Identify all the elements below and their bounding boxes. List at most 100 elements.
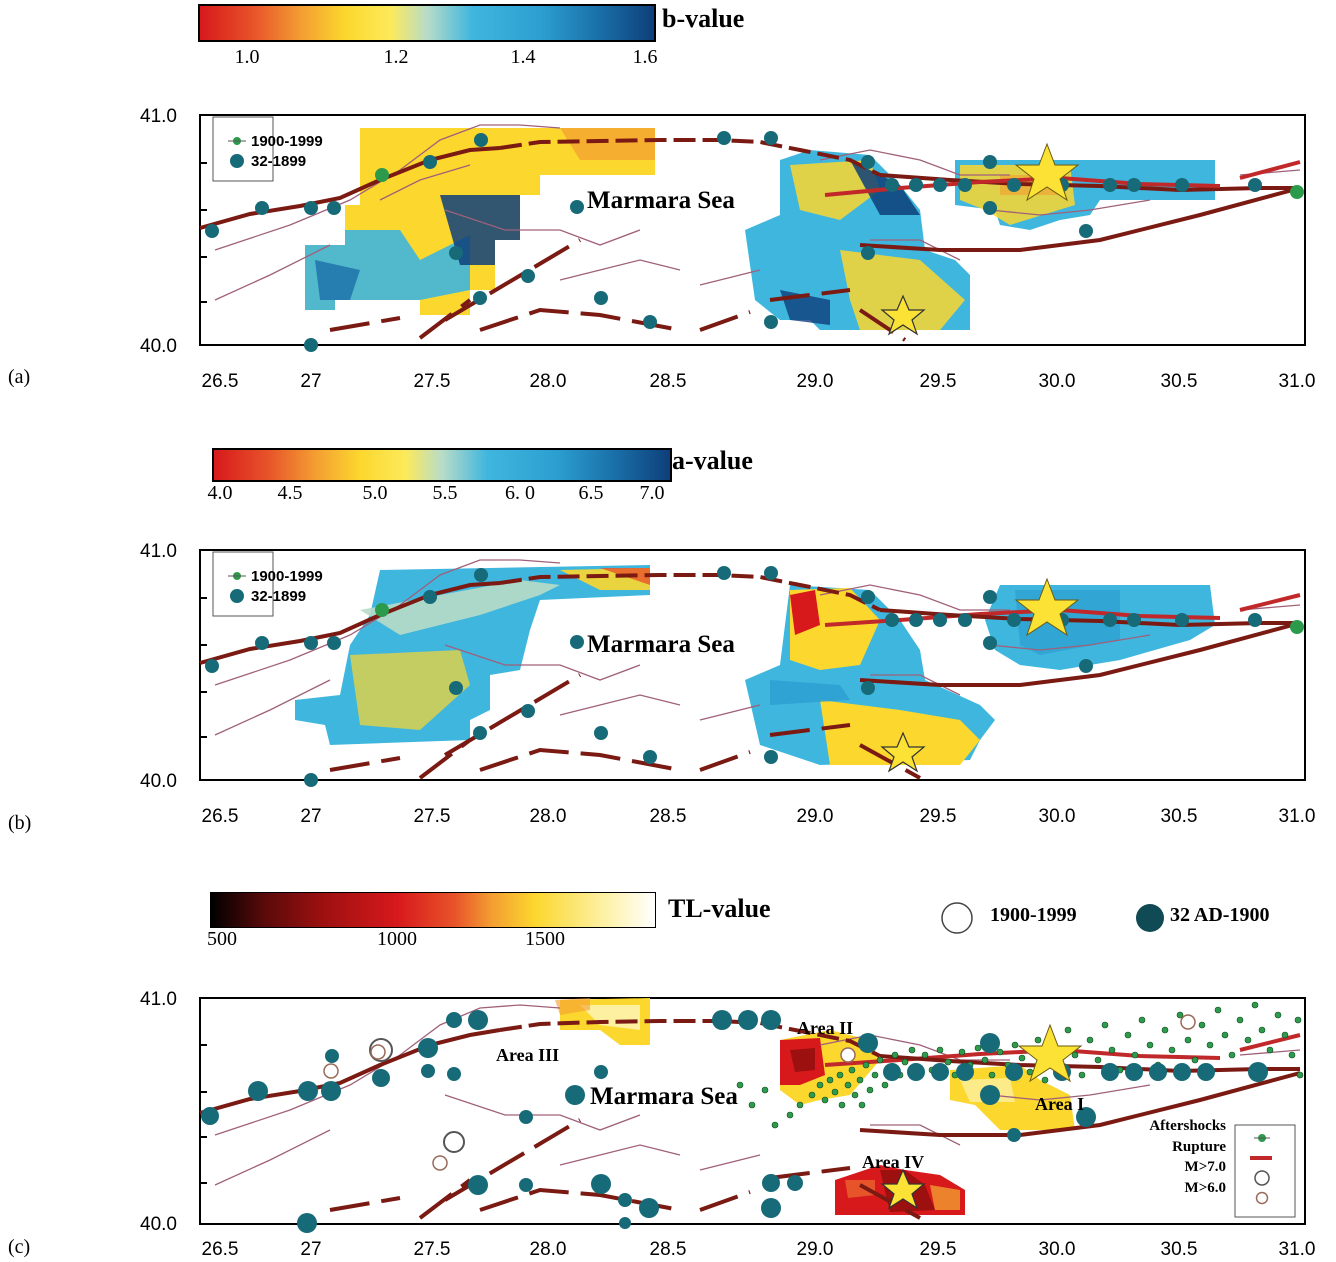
x-tick-label: 30.5 [1161, 371, 1198, 392]
x-tick-label: 28.0 [530, 1239, 567, 1260]
colorbar-tl-value [210, 892, 656, 928]
x-tick-labels: 26.5 27 27.5 28.0 28.5 29.0 29.5 30.0 30… [202, 806, 1316, 827]
earthquakes-historical [205, 566, 1262, 787]
legend-box [212, 551, 274, 617]
area-label: Area I [1035, 1094, 1084, 1114]
colorbar-tick: 500 [207, 928, 237, 950]
colorbar-ticks: 4.0 4.5 5.0 5.5 6. 0 6.5 7.0 [0, 482, 1336, 508]
x-tick-label: 27.5 [414, 806, 451, 827]
x-tick-label: 27.5 [414, 1239, 451, 1260]
colorbar-a-value [212, 448, 672, 482]
legend-label: Aftershocks [1149, 1118, 1226, 1134]
colorbar-tick: 1.6 [632, 46, 658, 68]
area-label: Area IV [862, 1152, 924, 1172]
epicenter-star-south [880, 1168, 926, 1210]
fault-southern-strands [329, 238, 907, 342]
x-tick-label: 28.5 [650, 1239, 687, 1260]
sea-label: Marmara Sea [590, 1083, 738, 1110]
x-tick-label: 26.5 [202, 806, 239, 827]
legend-label: 32-1899 [251, 153, 306, 170]
x-tick-label: 29.5 [920, 371, 957, 392]
top-legend-label: 32 AD-1900 [1170, 904, 1270, 926]
coastline [214, 1004, 1301, 1186]
legend-symbol-old [1136, 904, 1164, 932]
x-tick-label: 28.5 [650, 371, 687, 392]
legend-box [212, 116, 274, 182]
x-tick-label: 26.5 [202, 371, 239, 392]
legend-label: Rupture [1172, 1139, 1226, 1155]
x-tick-label: 26.5 [202, 1239, 239, 1260]
top-legend-label: 1900-1999 [990, 904, 1077, 926]
colorbar-tick: 4.0 [207, 482, 233, 504]
colorbar-tick: 1.0 [234, 46, 260, 68]
x-tick-label: 28.0 [530, 371, 567, 392]
y-tick-label: 41.0 [140, 106, 177, 127]
x-tick-label: 30.0 [1039, 1239, 1076, 1260]
legend-label: 1900-1999 [251, 568, 323, 585]
x-tick-label: 28.5 [650, 806, 687, 827]
colorbar-b-value [198, 4, 656, 42]
legend-label: 1900-1999 [251, 133, 323, 150]
legend-symbol-m6 [1255, 1191, 1269, 1205]
colorbar-title: b-value [662, 4, 745, 33]
x-tick-label: 27 [300, 371, 321, 392]
panel-letter: (a) [8, 366, 31, 388]
fault-south [859, 1071, 1301, 1137]
earthquakes-20th-century [375, 168, 1304, 199]
colorbar-tick: 4.5 [277, 482, 303, 504]
colorbar-tick: 1000 [377, 928, 417, 950]
x-tick-label: 29.0 [797, 1239, 834, 1260]
y-tick-label: 40.0 [140, 1214, 177, 1235]
legend-symbol-m7 [1254, 1170, 1270, 1186]
legend-label: M>6.0 [1185, 1180, 1226, 1196]
x-tick-label: 29.0 [797, 371, 834, 392]
legend-label: M>7.0 [1185, 1159, 1226, 1175]
colorbar-title: a-value [672, 446, 753, 475]
colorbar-tick: 5.5 [432, 482, 458, 504]
colorbar-tick: 1.4 [510, 46, 536, 68]
top-legend-symbols [941, 902, 1164, 934]
fault-south [859, 621, 1301, 687]
x-tick-label: 27.5 [414, 371, 451, 392]
sea-label: Marmara Sea [587, 187, 735, 214]
panel-letter: (c) [8, 1236, 31, 1258]
map-a: 1900-1999 32-1899 Marmara Sea 41.0 40.0 … [140, 106, 1316, 392]
colorbar-title: TL-value [668, 894, 771, 923]
x-tick-label: 27 [300, 1239, 321, 1260]
epicenter-star-south [880, 294, 926, 336]
panel-c: TL-value 500 1000 1500 1900-1999 32 AD-1… [0, 880, 1336, 1262]
earthquakes-20th-century [323, 1014, 1196, 1171]
map-frame [199, 114, 1306, 346]
y-tick-label: 40.0 [140, 771, 177, 792]
y-tick-label: 41.0 [140, 989, 177, 1010]
epicenter-star-izmit [1014, 142, 1080, 202]
x-tick-label: 29.5 [920, 806, 957, 827]
x-tick-label: 31.0 [1279, 1239, 1316, 1260]
colorbar-tick: 6. 0 [505, 482, 535, 504]
colorbar-ticks: 500 1000 1500 [0, 928, 1336, 954]
colorbar-tick: 1.2 [383, 46, 409, 68]
y-tick-label: 40.0 [140, 336, 177, 357]
legend-symbol-old [230, 589, 244, 603]
map-frame [199, 997, 1306, 1225]
legend-symbol-old [230, 154, 244, 168]
y-tick-label: 41.0 [140, 541, 177, 562]
x-tick-label: 30.5 [1161, 806, 1198, 827]
x-tick-label: 27 [300, 806, 321, 827]
fault-southern-strands [329, 1118, 921, 1220]
coastline [214, 559, 1301, 736]
x-tick-label: 31.0 [1279, 806, 1316, 827]
x-tick-label: 30.0 [1039, 806, 1076, 827]
earthquakes-historical [201, 1010, 1268, 1233]
epicenter-star-izmit [1017, 1023, 1083, 1083]
x-tick-label: 31.0 [1279, 371, 1316, 392]
map-frame [199, 549, 1306, 781]
x-tick-labels: 26.5 27 27.5 28.0 28.5 29.0 29.5 30.0 30… [202, 371, 1316, 392]
colorbar-ticks: 1.0 1.2 1.4 1.6 [0, 46, 1336, 72]
x-tick-label: 29.5 [920, 1239, 957, 1260]
colorbar-tick: 1500 [525, 928, 565, 950]
map-b: 1900-1999 32-1899 Marmara Sea 41.0 40.0 … [140, 541, 1316, 827]
x-tick-label: 28.0 [530, 806, 567, 827]
panel-b: a-value 4.0 4.5 5.0 5.5 6. 0 6.5 7.0 (b) [0, 440, 1336, 850]
epicenter-star-izmit [1014, 577, 1080, 637]
